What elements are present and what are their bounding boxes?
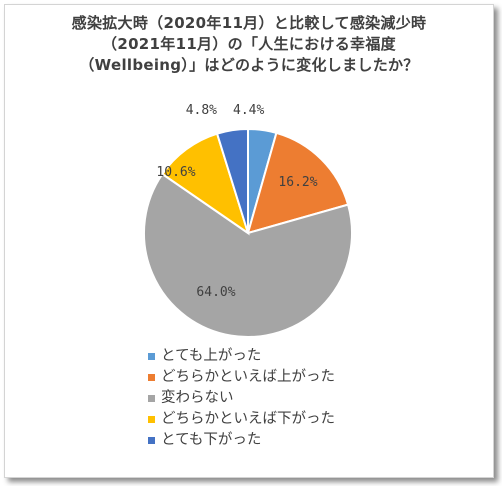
- data-label-somewhat-up: 16.2%: [278, 175, 317, 190]
- legend-swatch-somewhat-down: [148, 416, 155, 423]
- chart-title-line-1: 感染拡大時（2020年11月）と比較して感染減少時: [71, 14, 427, 32]
- legend-swatch-somewhat-up: [148, 374, 155, 381]
- data-label-unchanged: 64.0%: [196, 285, 235, 300]
- chart-card: 感染拡大時（2020年11月）と比較して感染減少時 （2021年11月）の「人生…: [4, 4, 494, 478]
- data-label-very-down: 4.8%: [186, 103, 217, 118]
- legend-label-very-down: とても下がった: [161, 432, 262, 448]
- legend-item-unchanged: 変わらない: [148, 388, 335, 409]
- pie-slice-very-down: [215, 127, 249, 234]
- pie-chart: 4.4% 16.2% 64.0% 10.6% 4.8%: [143, 103, 353, 338]
- legend-item-very-down: とても下がった: [148, 430, 335, 451]
- legend-label-very-up: とても上がった: [161, 348, 262, 364]
- legend-label-somewhat-up: どちらかといえば上がった: [161, 369, 335, 385]
- legend-swatch-unchanged: [148, 395, 155, 402]
- pie-slice-somewhat-up: [246, 131, 350, 235]
- data-label-very-up: 4.4%: [233, 103, 264, 118]
- legend-item-somewhat-down: どちらかといえば下がった: [148, 409, 335, 430]
- chart-title-line-2: （2021年11月）の「人生における幸福度: [102, 35, 396, 53]
- legend: とても上がった どちらかといえば上がった 変わらない どちらかといえば下がった …: [148, 346, 335, 451]
- legend-label-unchanged: 変わらない: [161, 390, 234, 406]
- pie-slice-somewhat-down: [160, 132, 250, 236]
- data-label-somewhat-down: 10.6%: [156, 165, 195, 180]
- legend-swatch-very-up: [148, 353, 155, 360]
- pie-slice-unchanged: [143, 172, 353, 338]
- legend-item-somewhat-up: どちらかといえば上がった: [148, 367, 335, 388]
- legend-swatch-very-down: [148, 437, 155, 444]
- chart-title: 感染拡大時（2020年11月）と比較して感染減少時 （2021年11月）の「人生…: [5, 13, 493, 76]
- legend-label-somewhat-down: どちらかといえば下がった: [161, 411, 335, 427]
- chart-title-line-3: （Wellbeing）」はどのように変化しましたか？: [79, 56, 419, 74]
- legend-item-very-up: とても上がった: [148, 346, 335, 367]
